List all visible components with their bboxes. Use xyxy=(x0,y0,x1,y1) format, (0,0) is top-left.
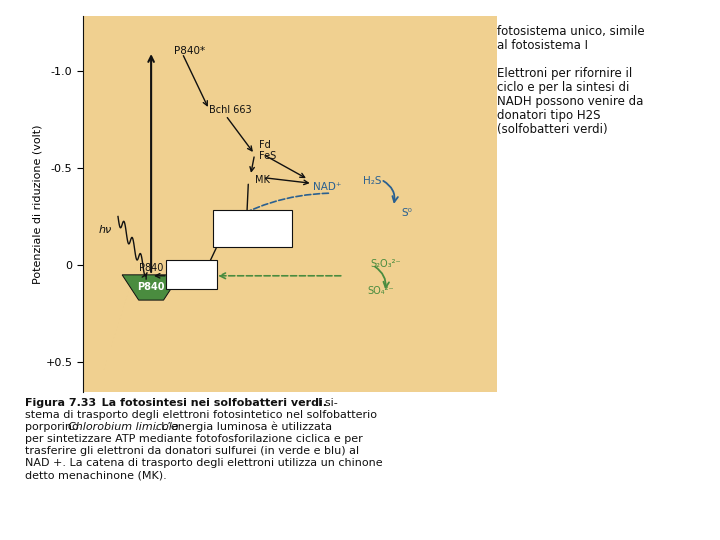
Text: Cyt b: Cyt b xyxy=(240,226,266,236)
Text: (solfobatteri verdi): (solfobatteri verdi) xyxy=(497,123,608,136)
Text: S₂O₃²⁻: S₂O₃²⁻ xyxy=(371,259,401,269)
Text: trasferire gli elettroni da donatori sulfurei (in verde e blu) al: trasferire gli elettroni da donatori sul… xyxy=(25,446,359,456)
Text: P840*: P840* xyxy=(174,46,205,56)
Text: porporino: porporino xyxy=(25,422,82,432)
Text: fotosistema unico, simile: fotosistema unico, simile xyxy=(497,25,644,38)
Text: Bchl 663: Bchl 663 xyxy=(209,105,252,114)
Y-axis label: Potenziale di riduzione (volt): Potenziale di riduzione (volt) xyxy=(32,124,42,284)
Text: P840: P840 xyxy=(139,263,163,273)
Text: Il si-: Il si- xyxy=(308,398,338,408)
Text: per sintetizzare ATP mediante fotofosforilazione ciclica e per: per sintetizzare ATP mediante fotofosfor… xyxy=(25,434,363,444)
Text: stema di trasporto degli elettroni fotosintetico nel solfobatterio: stema di trasporto degli elettroni fotos… xyxy=(25,410,377,420)
Polygon shape xyxy=(122,275,180,300)
Text: donatori tipo H2S: donatori tipo H2S xyxy=(497,109,600,122)
Text: NADH possono venire da: NADH possono venire da xyxy=(497,95,644,108)
Text: Chlorobium limicola: Chlorobium limicola xyxy=(68,422,179,432)
Text: ciclo e per la sintesi di: ciclo e per la sintesi di xyxy=(497,81,629,94)
Text: P840: P840 xyxy=(138,282,165,293)
Text: SO₄²⁻: SO₄²⁻ xyxy=(368,286,394,296)
Text: FeS: FeS xyxy=(258,151,276,161)
Text: . L’energia luminosa è utilizzata: . L’energia luminosa è utilizzata xyxy=(154,422,332,433)
Text: FeS: FeS xyxy=(244,214,261,225)
Text: Elettroni per rifornire il: Elettroni per rifornire il xyxy=(497,67,632,80)
FancyBboxPatch shape xyxy=(166,260,217,289)
Text: H₂S: H₂S xyxy=(364,176,382,186)
Text: Fd: Fd xyxy=(258,139,271,150)
Text: detto menachinone (MK).: detto menachinone (MK). xyxy=(25,470,167,480)
FancyBboxPatch shape xyxy=(213,210,292,247)
Text: NAD +. La catena di trasporto degli elettroni utilizza un chinone: NAD +. La catena di trasporto degli elet… xyxy=(25,458,382,468)
Text: MK: MK xyxy=(255,174,269,185)
Text: La fotosintesi nei solfobatteri verdi.: La fotosintesi nei solfobatteri verdi. xyxy=(90,398,327,408)
Text: NAD⁺: NAD⁺ xyxy=(312,183,341,192)
Text: hν: hν xyxy=(99,225,112,235)
Text: S⁰: S⁰ xyxy=(402,207,413,218)
Text: al fotosistema I: al fotosistema I xyxy=(497,39,588,52)
Text: Figura 7.33: Figura 7.33 xyxy=(25,398,96,408)
Text: c₅₅₅: c₅₅₅ xyxy=(184,275,199,284)
Text: Cyt: Cyt xyxy=(184,265,199,273)
